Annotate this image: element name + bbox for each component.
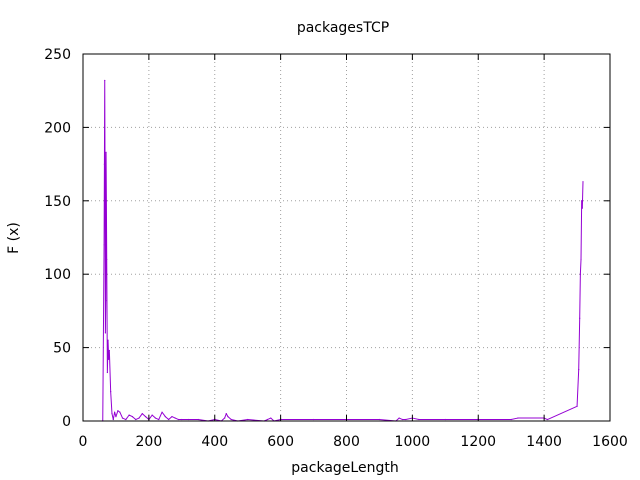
data-point (112, 418, 114, 421)
data-point (576, 405, 578, 407)
data-point (141, 413, 143, 415)
data-point (107, 339, 109, 341)
data-point (401, 418, 404, 421)
data-point (164, 415, 166, 418)
y-tick-label: 50 (53, 341, 71, 357)
data-point (171, 415, 173, 418)
data-point (227, 415, 229, 418)
x-tick-label: 1400 (526, 434, 562, 450)
data-point (579, 317, 581, 319)
data-point (105, 200, 107, 202)
data-point (181, 418, 183, 421)
chart-title: packagesTCP (297, 20, 389, 36)
data-point (151, 414, 153, 416)
data-point (398, 417, 400, 419)
x-tick-label: 1600 (592, 434, 628, 450)
y-tick-label: 150 (44, 194, 71, 210)
data-point (510, 418, 512, 421)
data-point (224, 417, 226, 419)
data-point (177, 418, 180, 421)
data-point (128, 414, 130, 416)
x-axis-label: packageLength (291, 460, 398, 476)
data-point (247, 418, 249, 421)
data-point (117, 410, 119, 412)
data-point (104, 79, 106, 82)
data-point (106, 371, 108, 374)
data-point (144, 415, 147, 418)
data-point (104, 185, 106, 187)
x-tick-label: 1200 (460, 434, 496, 450)
data-point (103, 163, 106, 165)
data-point (115, 415, 117, 418)
grid (83, 54, 610, 421)
data-point (225, 413, 227, 415)
data-point (125, 418, 127, 421)
data-point (197, 418, 199, 421)
data-point (106, 258, 108, 261)
y-tick-label: 200 (44, 120, 71, 136)
y-tick-label: 0 (62, 414, 71, 430)
data-point (580, 258, 582, 261)
x-tick-label: 0 (79, 434, 88, 450)
data-point (444, 418, 446, 421)
y-axis-label: F (x) (6, 222, 22, 254)
data-point (578, 369, 580, 371)
x-tick-label: 200 (136, 434, 163, 450)
data-point (405, 418, 407, 421)
data-point (138, 417, 140, 419)
y-tick-label: 100 (44, 267, 71, 283)
data-point (135, 418, 137, 421)
plot-frame (82, 53, 611, 422)
data-point (174, 417, 176, 419)
data-point (154, 417, 157, 419)
data-point (108, 358, 110, 360)
y-tick-label: 250 (44, 47, 71, 63)
data-point (312, 418, 315, 421)
data-point (105, 300, 107, 302)
data-point (104, 332, 106, 334)
data-point (108, 349, 110, 352)
data-point (131, 415, 134, 418)
data-point (114, 411, 116, 413)
data-point (168, 418, 170, 421)
data-point (111, 413, 113, 415)
plot-area (102, 79, 584, 422)
series-line (102, 79, 584, 422)
data-point (581, 200, 583, 202)
axis-ticks: 0 200 400 600 800 1000 1200 1400 1600 0 50 100 150 20… (44, 47, 628, 450)
data-point (230, 418, 232, 421)
data-point (103, 244, 105, 246)
data-point (546, 418, 549, 421)
data-point (158, 418, 160, 421)
data-point (579, 273, 581, 275)
data-point (581, 207, 583, 209)
data-point (582, 181, 584, 183)
data-point (517, 417, 519, 419)
data-point (266, 418, 269, 421)
x-tick-label: 600 (267, 434, 294, 450)
x-tick-label: 800 (333, 434, 360, 450)
x-tick-label: 400 (201, 434, 228, 450)
data-point (418, 418, 420, 421)
data-point (110, 391, 112, 393)
data-point (270, 417, 272, 419)
data-point (161, 411, 163, 413)
data-point (378, 418, 381, 421)
data-point (119, 411, 121, 413)
data-point (187, 418, 189, 421)
data-point (105, 151, 107, 153)
data-point (121, 417, 124, 419)
x-tick-label: 1000 (395, 434, 431, 450)
